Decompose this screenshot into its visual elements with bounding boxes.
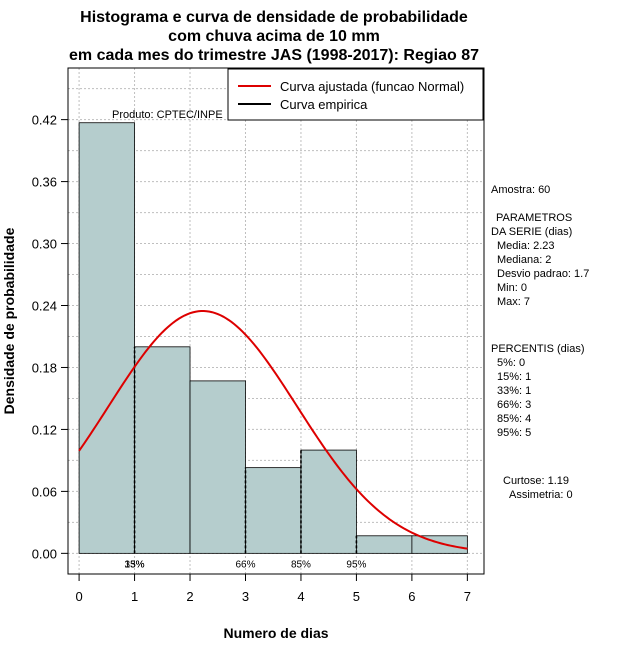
histogram-bars <box>78 122 468 554</box>
percentile-marker-label: 33% <box>125 559 145 570</box>
y-tick-label: 0.06 <box>32 484 57 499</box>
legend-empirical-label: Curva empirica <box>280 97 368 112</box>
x-axis: 0 1 2 3 4 5 6 7 <box>75 574 471 604</box>
percentile-33: 33%: 1 <box>497 385 531 397</box>
y-tick-label: 0.42 <box>32 113 57 128</box>
histogram-bar <box>134 346 191 554</box>
skewness: Assimetria: 0 <box>509 489 573 501</box>
percentile-5: 5%: 0 <box>497 357 525 369</box>
percentile-marker-label: 66% <box>235 559 255 570</box>
legend-fitted-label: Curva ajustada (funcao Normal) <box>280 79 464 94</box>
y-tick-label: 0.00 <box>32 546 57 561</box>
percentile-marker-label: 95% <box>346 559 366 570</box>
percentile-15: 15%: 1 <box>497 371 531 383</box>
plot-frame <box>67 67 485 575</box>
percentile-95: 95%: 5 <box>497 427 531 439</box>
kurtosis: Curtose: 1.19 <box>503 475 569 487</box>
chart-title-line-2: com chuva acima de 10 mm <box>168 28 380 45</box>
params-subheading: DA SERIE (dias) <box>491 226 572 238</box>
y-tick-label: 0.24 <box>32 299 57 314</box>
percentis-heading: PERCENTIS (dias) <box>491 343 585 355</box>
x-tick-label: 7 <box>464 589 471 604</box>
percentile-marker-label: 85% <box>291 559 311 570</box>
product-label: Produto: CPTEC/INPE <box>112 109 223 121</box>
percentile-marker-labels: 15%33% 66% 85% 95% <box>125 559 367 570</box>
x-tick-label: 1 <box>131 589 138 604</box>
fitted-normal-curve <box>78 310 468 550</box>
y-axis: 0.00 0.06 0.12 0.18 0.24 0.30 0.36 0.42 <box>32 113 68 561</box>
chart-title-line-1: Histograma e curva de densidade de proba… <box>80 9 468 26</box>
percentile-66: 66%: 3 <box>497 399 531 411</box>
percentile-85: 85%: 4 <box>497 413 531 425</box>
y-axis-title: Densidade de probabilidade <box>1 227 17 414</box>
y-tick-label: 0.36 <box>32 175 57 190</box>
param-mean: Media: 2.23 <box>497 240 554 252</box>
x-tick-label: 4 <box>297 589 304 604</box>
percentile-markers <box>133 346 358 554</box>
y-tick-label: 0.30 <box>32 237 57 252</box>
x-tick-label: 5 <box>353 589 360 604</box>
param-min: Min: 0 <box>497 282 527 294</box>
param-sd: Desvio padrao: 1.7 <box>497 268 589 280</box>
histogram-bar <box>78 122 135 554</box>
x-tick-label: 0 <box>75 589 82 604</box>
histogram-bar <box>411 535 468 554</box>
y-tick-label: 0.18 <box>32 360 57 375</box>
params-heading: PARAMETROS <box>496 212 572 224</box>
chart-title-line-3: em cada mes do trimestre JAS (1998-2017)… <box>69 47 479 64</box>
sample-size: Amostra: 60 <box>491 184 550 196</box>
x-tick-label: 6 <box>408 589 415 604</box>
histogram-bar <box>300 449 357 554</box>
x-tick-label: 3 <box>242 589 249 604</box>
histogram-bar <box>189 380 246 554</box>
y-tick-label: 0.12 <box>32 422 57 437</box>
param-median: Mediana: 2 <box>497 254 551 266</box>
statistics-panel: Amostra: 60 PARAMETROS DA SERIE (dias) M… <box>491 184 589 501</box>
histogram-bar <box>356 535 413 554</box>
percentile-marker-label: 15% <box>125 559 145 570</box>
legend-box <box>227 68 484 121</box>
histogram-bar <box>245 467 302 554</box>
x-axis-title: Numero de dias <box>223 625 328 641</box>
param-max: Max: 7 <box>497 296 530 308</box>
legend: Curva ajustada (funcao Normal) Curva emp… <box>227 68 484 121</box>
x-tick-label: 2 <box>186 589 193 604</box>
